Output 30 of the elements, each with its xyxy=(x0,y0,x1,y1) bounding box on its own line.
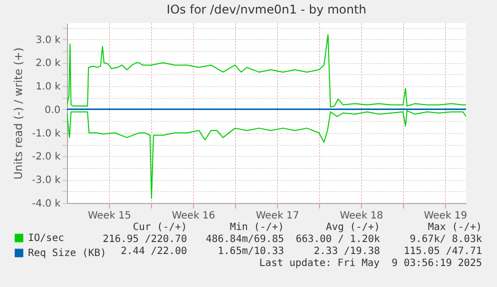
y-tick-label: -4.0 k xyxy=(32,198,61,210)
y-tick-label: 0.0 xyxy=(44,104,60,116)
x-tick-label: Week 16 xyxy=(172,210,216,222)
x-tick-label: Week 18 xyxy=(340,210,384,222)
text: Min (-/+) xyxy=(230,222,284,233)
legend-label: Req Size (KB) xyxy=(28,248,106,259)
text: Max (-/+) xyxy=(428,222,482,233)
x-tick-label: Week 17 xyxy=(256,210,300,222)
y-axis-title: Units read (-) / write (+) xyxy=(12,47,26,180)
chart-title: IOs for /dev/nvme0n1 - by month xyxy=(166,2,366,17)
y-tick-label: -2.0 k xyxy=(32,152,61,163)
text: 216.95 /220.70 xyxy=(102,234,187,245)
text: 1.65m/10.33 xyxy=(218,246,284,257)
x-tick-label: Week 15 xyxy=(88,210,132,222)
text: Avg (-/+) xyxy=(326,222,380,233)
y-tick-label: 3.0 k xyxy=(36,34,61,46)
text: 663.00 / 1.20k xyxy=(296,234,380,245)
text: Last update: Fri May 9 03:56:19 2025 xyxy=(259,258,482,269)
x-tick-label: Week 19 xyxy=(424,210,468,222)
text: 2.44 /22.00 xyxy=(120,246,187,257)
y-tick-label: -3.0 k xyxy=(32,175,61,186)
y-tick-label: -1.0 k xyxy=(32,128,61,140)
text: 115.05 /47.71 xyxy=(404,246,482,257)
text: 2.33 /19.38 xyxy=(314,246,380,257)
y-tick-label: 1.0 k xyxy=(36,82,61,93)
legend-label: IO/sec xyxy=(28,233,64,244)
text: 486.84m/69.85 xyxy=(206,234,284,245)
text: Cur (-/+) xyxy=(132,222,187,233)
text: 9.67k/ 8.03k xyxy=(410,234,482,245)
y-tick-label: 2.0 k xyxy=(36,58,61,70)
